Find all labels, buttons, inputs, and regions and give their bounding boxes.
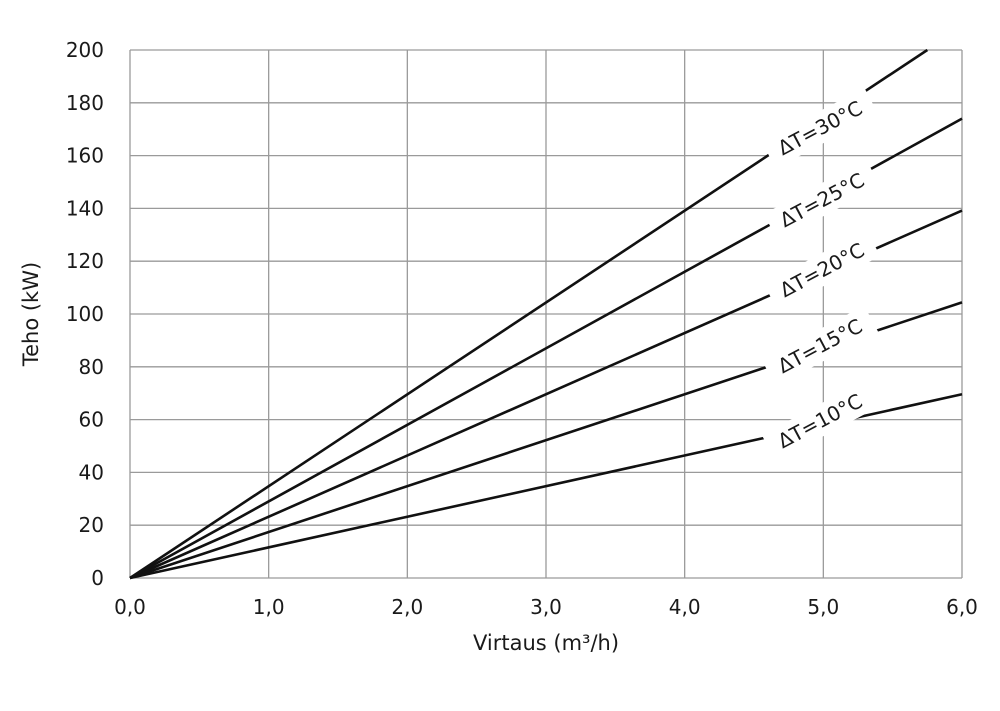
x-tick-label: 0,0 (114, 595, 146, 619)
series-label: ΔT=15°C (761, 305, 879, 387)
series-label-text: ΔT=15°C (774, 314, 867, 378)
series-label-background (761, 87, 879, 169)
x-tick-label: 5,0 (807, 595, 839, 619)
x-tick-label: 6,0 (946, 595, 978, 619)
series-label: ΔT=30°C (761, 87, 879, 169)
x-axis-label: Virtaus (m³/h) (473, 631, 619, 655)
series-label-text: ΔT=25°C (776, 168, 869, 232)
y-tick-label: 20 (79, 513, 104, 537)
series-label: ΔT=10°C (761, 380, 879, 462)
tick-labels: 0,0 1,0 2,0 3,0 4,0 5,0 6,0 0 20 40 60 80 100 120 140 1… (66, 38, 978, 619)
x-tick-label: 4,0 (669, 595, 701, 619)
y-tick-label: 40 (79, 460, 104, 484)
y-tick-label: 200 (66, 38, 104, 62)
series-label-background (763, 229, 881, 311)
series-label-background (761, 305, 879, 387)
y-tick-label: 100 (66, 302, 104, 326)
y-tick-label: 160 (66, 144, 104, 168)
series-label: ΔT=25°C (763, 159, 881, 241)
series-label-background (761, 380, 879, 462)
series-label-text: ΔT=30°C (774, 96, 867, 160)
series-label-text: ΔT=20°C (776, 238, 869, 302)
y-tick-label: 180 (66, 91, 104, 115)
series-labels: ΔT=10°C ΔT=15°C ΔT=20°CΔT=25°C ΔT=30°C (761, 87, 881, 462)
y-tick-label: 60 (79, 408, 104, 432)
y-axis-label: Teho (kW) (19, 262, 43, 367)
x-tick-label: 3,0 (530, 595, 562, 619)
series-label-text: ΔT=10°C (774, 389, 867, 453)
y-tick-label: 120 (66, 249, 104, 273)
x-tick-label: 2,0 (391, 595, 423, 619)
y-tick-label: 0 (91, 566, 104, 590)
y-tick-label: 80 (79, 355, 104, 379)
y-tick-label: 140 (66, 196, 104, 220)
series-label-background (763, 159, 881, 241)
x-tick-label: 1,0 (253, 595, 285, 619)
series-label: ΔT=20°C (763, 229, 881, 311)
